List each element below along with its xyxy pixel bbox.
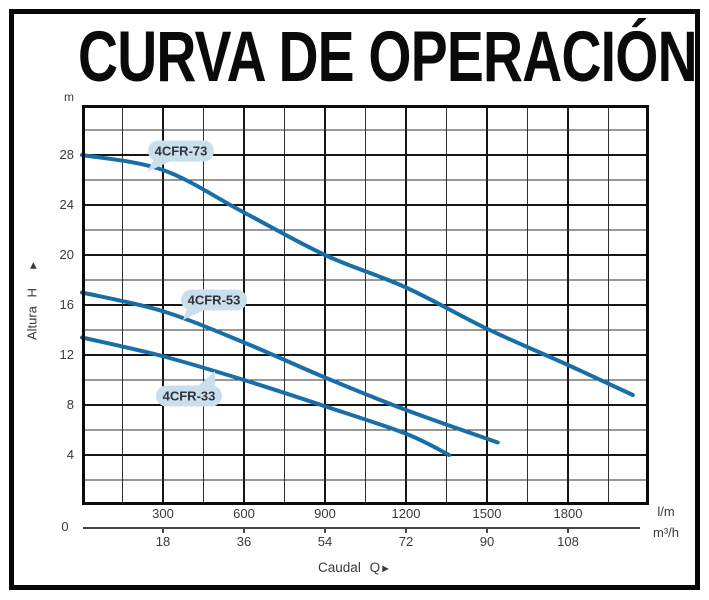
x-subaxis-tick [243,527,245,533]
x-subaxis-tick [324,527,326,533]
plot-border [82,105,649,505]
y-tick-label: 24 [59,197,74,212]
x-axis-origin-label: 0 [61,519,69,534]
curve-label-tail [197,371,215,390]
y-axis-title-text: Altura H [24,288,40,341]
x-tick-label-m3h: 108 [557,534,579,549]
x-axis-unit-lm: l/m [657,504,675,519]
curve-label-bubble [148,140,214,162]
x-tick-label-lm: 600 [233,506,255,521]
curve-label-bubble [181,289,247,311]
y-tick-label: 8 [66,397,74,412]
x-subaxis-tick [486,527,488,533]
curve-label-4cfr-53: 4CFR-53 [188,293,241,308]
x-axis-title-text: Caudal Q [318,560,381,575]
pump-curve-4cfr-53 [80,290,500,445]
x-subaxis-tick [162,527,164,533]
curve-label-4cfr-73: 4CFR-73 [155,144,208,159]
x-tick-label-lm: 1800 [553,506,583,521]
x-subaxis-tick [567,527,569,533]
x-tick-label-m3h: 54 [317,534,333,549]
x-subaxis-line [83,527,640,529]
pump-curve-4cfr-33 [80,335,452,457]
curve-label-bubble [156,385,222,407]
right-arrow-icon: ► [380,563,391,575]
x-tick-label-m3h: 18 [155,534,171,549]
x-axis-title: Caudal Q► [0,560,709,577]
x-tick-label-m3h: 90 [479,534,495,549]
x-tick-label-lm: 1200 [391,506,421,521]
y-tick-label: 20 [59,247,74,262]
page-title: CURVA DE OPERACIÓN [77,18,698,97]
y-tick-label: 4 [66,447,74,462]
y-tick-label: 16 [59,297,74,312]
y-tick-label: 12 [59,347,74,362]
y-tick-label: 28 [59,147,74,162]
x-tick-label-lm: 300 [152,506,174,521]
x-axis-unit-m3h: m³/h [653,525,679,540]
x-tick-label-lm: 1500 [472,506,502,521]
pump-curve-4cfr-73 [80,153,635,397]
x-tick-label-m3h: 36 [236,534,252,549]
y-axis-unit: m [64,90,74,104]
pump-curve-chart: 4CFR-73 4CFR-53 4CFR-33 [80,105,649,505]
x-subaxis-tick [405,527,407,533]
x-tick-label-m3h: 72 [398,534,414,549]
x-tick-label-lm: 900 [314,506,336,521]
curve-label-4cfr-33: 4CFR-33 [163,389,216,404]
